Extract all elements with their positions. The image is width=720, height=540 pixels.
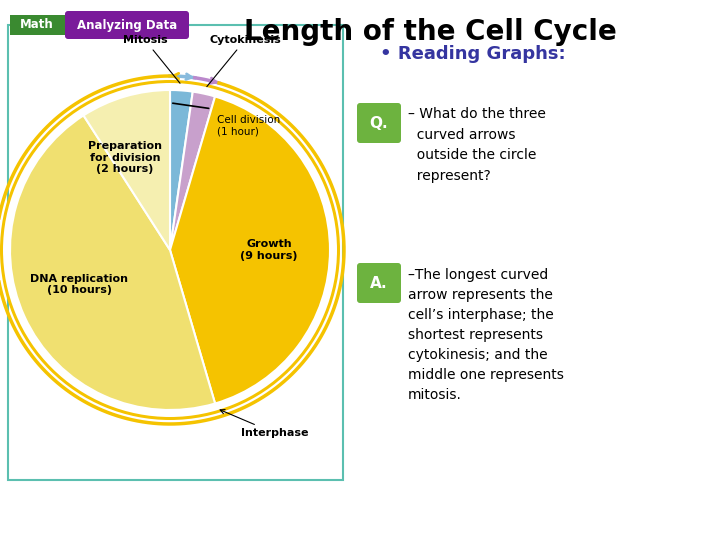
Polygon shape	[10, 15, 75, 35]
FancyBboxPatch shape	[357, 263, 401, 303]
Wedge shape	[3, 83, 337, 417]
FancyBboxPatch shape	[357, 103, 401, 143]
FancyBboxPatch shape	[8, 25, 343, 480]
Wedge shape	[170, 92, 215, 250]
Text: –The longest curved
arrow represents the
cell’s interphase; the
shortest represe: –The longest curved arrow represents the…	[408, 268, 564, 402]
Wedge shape	[170, 90, 193, 250]
Text: Cell division
(1 hour): Cell division (1 hour)	[217, 115, 280, 137]
Wedge shape	[84, 90, 170, 250]
Wedge shape	[170, 97, 330, 403]
Text: Length of the Cell Cycle: Length of the Cell Cycle	[243, 18, 616, 46]
Text: Cytokinesis: Cytokinesis	[207, 35, 281, 86]
Text: Growth
(9 hours): Growth (9 hours)	[240, 239, 298, 261]
Wedge shape	[10, 116, 215, 410]
Text: DNA replication
(10 hours): DNA replication (10 hours)	[30, 274, 128, 295]
Text: Analyzing Data: Analyzing Data	[77, 18, 177, 31]
FancyBboxPatch shape	[65, 11, 189, 39]
Wedge shape	[0, 80, 340, 420]
Text: Interphase: Interphase	[220, 409, 309, 438]
Text: Preparation
for division
(2 hours): Preparation for division (2 hours)	[88, 141, 162, 174]
Text: Mitosis: Mitosis	[122, 35, 180, 83]
Text: • Reading Graphs:: • Reading Graphs:	[380, 45, 566, 63]
Text: – What do the three
  curved arrows
  outside the circle
  represent?: – What do the three curved arrows outsid…	[408, 107, 546, 183]
Text: Q.: Q.	[369, 116, 388, 131]
Text: A.: A.	[370, 275, 388, 291]
Text: Math: Math	[20, 18, 54, 31]
